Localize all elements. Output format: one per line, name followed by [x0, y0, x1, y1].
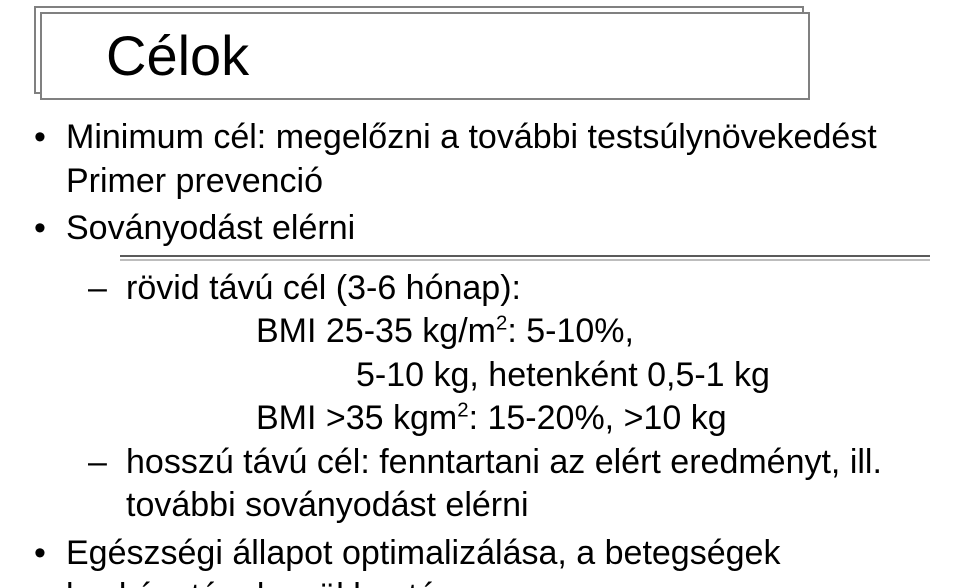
sub-short-sup2: 2 [457, 400, 468, 422]
sub-short-line1: BMI 25-35 kg/m2: 5-10%, [126, 310, 940, 354]
underline-decoration [66, 253, 940, 263]
slide: Célok Minimum cél: megelőzni a további t… [0, 0, 960, 588]
sub-short-term: rövid távú cél (3-6 hónap): BMI 25-35 kg… [88, 267, 940, 441]
bullet-1-line2: Primer prevenció [66, 162, 323, 200]
bullet-3-l2: kockázatának csökkentése [66, 577, 472, 588]
sub-short-line2: 5-10 kg, hetenként 0,5-1 kg [126, 354, 940, 398]
sub-list: rövid távú cél (3-6 hónap): BMI 25-35 kg… [66, 267, 940, 528]
sub-long-l1: hosszú távú cél: fenntartani az elért er… [126, 443, 882, 481]
bullet-1-line1: Minimum cél: megelőzni a további testsúl… [66, 118, 877, 156]
sub-long-term: hosszú távú cél: fenntartani az elért er… [88, 441, 940, 528]
bullet-list: Minimum cél: megelőzni a további testsúl… [34, 116, 940, 588]
bullet-3: Egészségi állapot optimalizálása, a bete… [34, 532, 940, 588]
sub-short-sup1: 2 [496, 313, 507, 335]
sub-short-l3b: : 15-20%, >10 kg [469, 399, 727, 437]
bullet-2-text: Soványodást elérni [66, 209, 355, 247]
sub-short-l1b: : 5-10%, [507, 312, 634, 350]
underline-top [120, 255, 930, 257]
bullet-1: Minimum cél: megelőzni a további testsúl… [34, 116, 940, 203]
content-area: Minimum cél: megelőzni a további testsúl… [34, 116, 940, 588]
sub-short-l3a: BMI >35 kgm [256, 399, 457, 437]
title-text: Célok [40, 12, 810, 100]
sub-short-l1a: BMI 25-35 kg/m [256, 312, 496, 350]
sub-long-l2: további soványodást elérni [126, 486, 529, 524]
bullet-2: Soványodást elérni rövid távú cél (3-6 h… [34, 207, 940, 528]
bullet-3-l1: Egészségi állapot optimalizálása, a bete… [66, 534, 780, 572]
underline-bottom [120, 259, 930, 261]
sub-short-label: rövid távú cél (3-6 hónap): [126, 269, 521, 307]
sub-short-line3: BMI >35 kgm2: 15-20%, >10 kg [126, 397, 940, 441]
